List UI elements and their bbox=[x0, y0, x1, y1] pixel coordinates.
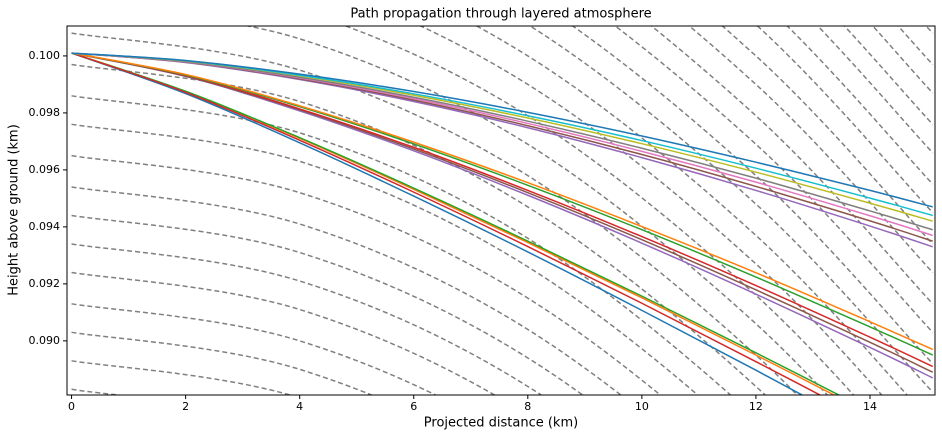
layer-boundary bbox=[571, 26, 934, 365]
y-tick-label: 0.096 bbox=[29, 163, 61, 176]
layer-boundary bbox=[244, 26, 829, 395]
layer-boundary bbox=[756, 26, 934, 214]
y-tick-label: 0.100 bbox=[29, 49, 61, 62]
x-tick-label: 12 bbox=[749, 400, 763, 413]
layer-boundary bbox=[71, 32, 799, 395]
y-tick-label: 0.090 bbox=[29, 334, 61, 347]
x-tick-label: 14 bbox=[863, 400, 877, 413]
x-tick-label: 8 bbox=[524, 400, 531, 413]
ray-path bbox=[71, 52, 933, 231]
layer-boundary bbox=[816, 26, 934, 154]
layer-boundary bbox=[71, 123, 699, 395]
ray-path bbox=[71, 52, 822, 395]
layer-boundary bbox=[71, 186, 623, 395]
chart-title: Path propagation through layered atmosph… bbox=[350, 7, 651, 22]
x-tick-label: 6 bbox=[410, 400, 417, 413]
layer-boundary bbox=[786, 26, 934, 185]
ray-path bbox=[71, 52, 934, 368]
layer-boundary bbox=[418, 26, 883, 395]
x-tick-label: 0 bbox=[68, 400, 75, 413]
ray-path bbox=[71, 52, 841, 395]
axes-frame bbox=[66, 25, 936, 396]
ray-path bbox=[71, 52, 933, 208]
layer-boundary bbox=[71, 95, 732, 395]
y-tick-label: 0.092 bbox=[29, 277, 61, 290]
layer-boundary bbox=[688, 26, 934, 273]
layer-boundary bbox=[650, 26, 934, 305]
layer-boundary bbox=[71, 63, 767, 395]
layer-boundary bbox=[71, 214, 584, 395]
layer-boundary bbox=[475, 26, 909, 395]
x-tick-label: 4 bbox=[296, 400, 303, 413]
x-tick-label: 2 bbox=[182, 400, 189, 413]
layer-boundary bbox=[528, 26, 934, 393]
layer-boundary bbox=[721, 26, 934, 245]
y-tick-label: 0.094 bbox=[29, 220, 61, 233]
ray-path bbox=[71, 52, 804, 395]
layer-boundary bbox=[71, 243, 543, 395]
y-axis-label: Height above ground (km) bbox=[7, 124, 22, 296]
x-axis-label: Projected distance (km) bbox=[424, 416, 578, 431]
layer-boundary bbox=[71, 154, 662, 395]
plot-area bbox=[71, 26, 934, 395]
x-tick-label: 10 bbox=[635, 400, 649, 413]
y-tick-label: 0.098 bbox=[29, 106, 61, 119]
ray-path bbox=[71, 52, 934, 351]
